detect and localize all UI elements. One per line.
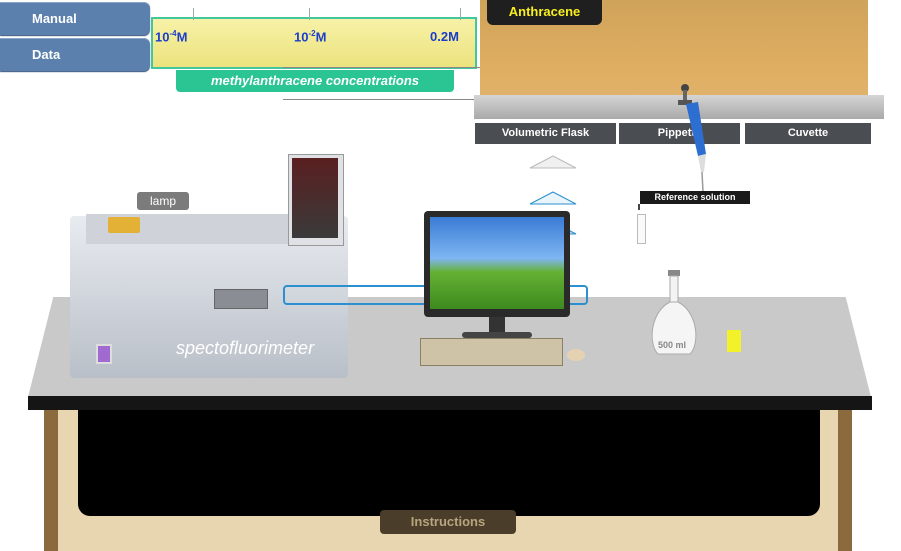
divider: [283, 67, 579, 68]
volumetric-flask-button[interactable]: Volumetric Flask: [475, 123, 616, 144]
bench-edge: [28, 396, 872, 410]
slider-tick: [309, 8, 310, 20]
tick-label-1e-4[interactable]: 10-4M: [155, 29, 188, 45]
manual-button[interactable]: Manual: [0, 2, 150, 35]
pipette-icon[interactable]: [676, 82, 716, 194]
desktop-screen[interactable]: [430, 217, 564, 309]
flask-volume-label: 500 ml: [658, 340, 687, 350]
data-button[interactable]: Data: [0, 38, 150, 71]
cuvette-button[interactable]: Cuvette: [745, 123, 871, 144]
concentration-caption: methylanthracene concentrations: [176, 70, 454, 92]
tick-label-0.2[interactable]: 0.2M: [430, 29, 459, 44]
pipette-button[interactable]: Pippette: [619, 123, 740, 144]
slider-tick: [193, 8, 194, 20]
lamp-label: lamp: [137, 192, 189, 210]
power-switch-icon[interactable]: [96, 344, 112, 364]
reference-solution-label: Reference solution: [640, 191, 750, 204]
reference-tube-icon[interactable]: [637, 214, 646, 244]
sample-chamber-window: [292, 158, 338, 238]
anthracene-tab[interactable]: Anthracene: [487, 0, 602, 25]
instructions-button[interactable]: Instructions: [380, 510, 516, 534]
mouse[interactable]: [567, 349, 585, 361]
volumetric-flask-icon[interactable]: [646, 268, 702, 360]
shelf: [474, 95, 884, 119]
keyboard[interactable]: [420, 338, 563, 366]
slider-tick: [460, 8, 461, 20]
divider: [283, 99, 579, 100]
tick-label-1e-2[interactable]: 10-2M: [294, 29, 327, 45]
cuvette-icon[interactable]: [727, 330, 741, 352]
spectrofluorimeter-label: spectofluorimeter: [176, 338, 315, 358]
monitor-base: [462, 332, 532, 338]
control-panel[interactable]: [214, 289, 268, 309]
lamp-fan-icon[interactable]: [108, 217, 140, 233]
reference-pointer: [638, 204, 640, 210]
concentration-slider[interactable]: [151, 17, 477, 69]
cabinet-opening: [78, 410, 820, 516]
